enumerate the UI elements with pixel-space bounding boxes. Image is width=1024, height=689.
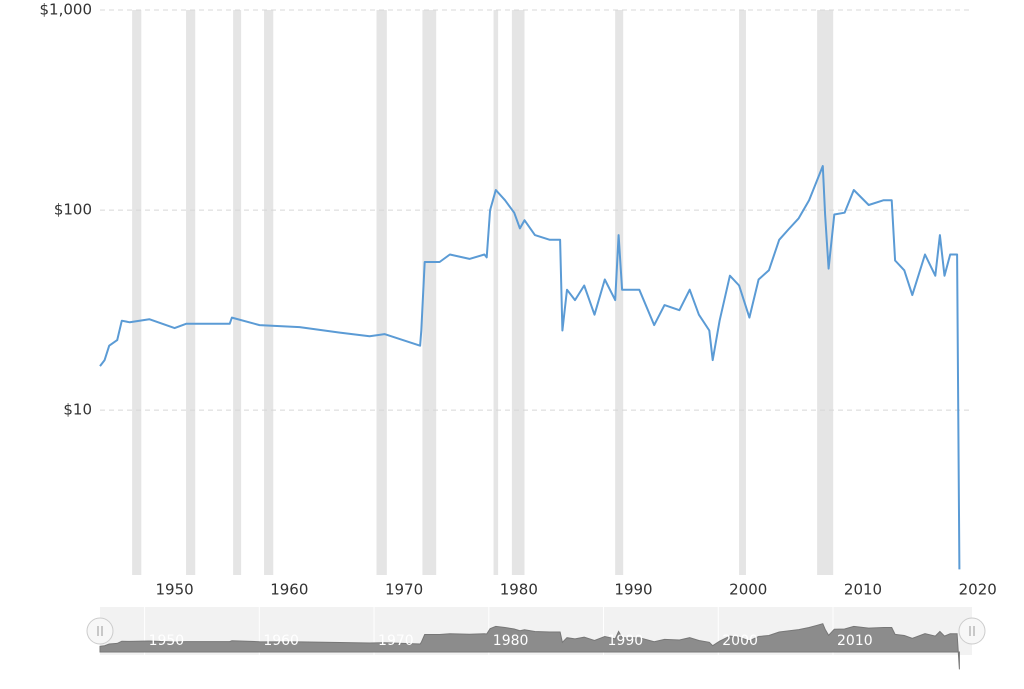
recession-band bbox=[264, 10, 274, 575]
price-line bbox=[99, 165, 961, 570]
navigator-label: 1960 bbox=[263, 633, 299, 649]
x-tick-label: 1960 bbox=[270, 581, 308, 599]
recession-band bbox=[739, 10, 746, 575]
x-tick-label: 2000 bbox=[729, 581, 767, 599]
recession-band bbox=[376, 10, 387, 575]
plot bbox=[99, 165, 961, 570]
x-tick-label: 1980 bbox=[500, 581, 538, 599]
recession-bands bbox=[132, 10, 834, 575]
navigator-label: 1970 bbox=[378, 633, 414, 649]
y-tick-label: $1,000 bbox=[40, 1, 93, 19]
navigator-area bbox=[99, 623, 960, 670]
recession-band bbox=[493, 10, 499, 575]
navigator: 1950 1960 1970 1980 1990 2000 2010 bbox=[86, 607, 986, 670]
recession-band bbox=[186, 10, 196, 575]
recession-band bbox=[615, 10, 624, 575]
recession-band bbox=[233, 10, 242, 575]
navigator-label: 2010 bbox=[837, 633, 873, 649]
x-tick-label: 2020 bbox=[959, 581, 997, 599]
x-tick-label: 2010 bbox=[844, 581, 882, 599]
navigator-label: 1980 bbox=[493, 633, 529, 649]
grid: $1,000 $100 $10 1950 1960 1970 1980 1990 2000 201… bbox=[40, 1, 997, 599]
navigator-handle[interactable] bbox=[86, 617, 114, 645]
x-tick-label: 1990 bbox=[614, 581, 652, 599]
navigator-handle[interactable] bbox=[958, 617, 986, 645]
x-tick-label: 1970 bbox=[385, 581, 423, 599]
y-tick-label: $100 bbox=[54, 201, 92, 219]
navigator-label: 2000 bbox=[722, 633, 758, 649]
recession-band bbox=[132, 10, 142, 575]
y-tick-label: $10 bbox=[63, 401, 92, 419]
x-tick-label: 1950 bbox=[155, 581, 193, 599]
navigator-label: 1990 bbox=[608, 633, 644, 649]
navigator-label: 1950 bbox=[149, 633, 185, 649]
recession-band bbox=[817, 10, 834, 575]
recession-band bbox=[511, 10, 525, 575]
recession-band bbox=[422, 10, 437, 575]
